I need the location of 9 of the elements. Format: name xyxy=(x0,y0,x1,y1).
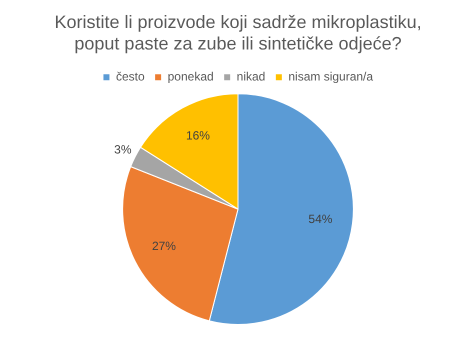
data-label: 54% xyxy=(308,212,333,226)
legend-label: nisam siguran/a xyxy=(288,70,374,84)
data-label: 3% xyxy=(114,142,132,157)
data-label: 16% xyxy=(186,128,210,143)
legend-label: nikad xyxy=(236,70,266,84)
legend-label: često xyxy=(116,70,145,84)
chart-title: Koristite li proizvode koji sadrže mikroplastiku, poput paste za zube ili sintetičke odjeće? xyxy=(54,12,422,54)
legend-label: ponekad xyxy=(168,70,214,84)
data-label: 27% xyxy=(152,239,176,254)
